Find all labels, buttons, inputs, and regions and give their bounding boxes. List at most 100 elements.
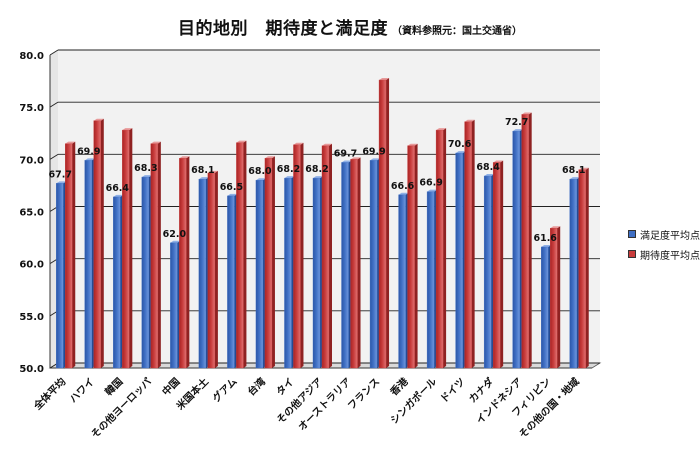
- bar-satisfaction: [113, 196, 121, 369]
- chart-title-block: 目的地別 期待度と満足度 （資料参照元：国土交通省）: [0, 14, 700, 39]
- bar-expectation-side: [357, 157, 361, 368]
- bar-satisfaction: [141, 176, 150, 369]
- y-tick-label: 75.0: [19, 103, 44, 114]
- bar-satisfaction-top: [56, 181, 67, 184]
- bar-satisfaction: [198, 178, 207, 369]
- bar-expectation-top: [65, 141, 76, 144]
- bar-expectation: [407, 145, 415, 369]
- bar-expectation-top: [464, 119, 475, 122]
- bar-expectation-top: [407, 143, 418, 146]
- bar-satisfaction-top: [198, 177, 209, 180]
- legend-item-expectation: 期待度平均点: [628, 244, 700, 264]
- y-tick-label: 70.0: [19, 155, 44, 166]
- chart-subtitle: （資料参照元：国土交通省）: [392, 26, 522, 37]
- bar-expectation: [65, 143, 73, 369]
- y-tick-label: 60.0: [19, 260, 44, 271]
- x-tick-label: 米国本土: [174, 375, 211, 412]
- bar-satisfaction-top: [284, 176, 295, 179]
- bar-expectation-top: [122, 128, 133, 131]
- bar-satisfaction: [455, 152, 463, 369]
- bar-expectation-side: [100, 118, 104, 368]
- bar-satisfaction: [569, 178, 577, 369]
- bar-satisfaction-top: [113, 194, 124, 197]
- bar-expectation: [293, 144, 301, 369]
- bar-expectation-side: [500, 160, 504, 368]
- bar-expectation-top: [150, 141, 161, 144]
- gridline-depth: [49, 101, 59, 108]
- bar-expectation-top: [436, 128, 447, 131]
- bar-satisfaction: [227, 195, 235, 369]
- bar-expectation-top: [93, 118, 104, 121]
- bar-expectation-top: [350, 157, 361, 160]
- data-label-satisfaction: 69.9: [77, 146, 100, 157]
- bar-expectation: [150, 143, 159, 369]
- data-label-satisfaction: 72.7: [505, 117, 528, 128]
- bar-expectation-top: [322, 143, 332, 146]
- bar-expectation-top: [207, 170, 218, 173]
- data-label-satisfaction: 68.1: [191, 165, 214, 176]
- bar-expectation-side: [528, 112, 532, 368]
- bar-expectation: [578, 169, 586, 369]
- x-tick-label: 中国: [159, 375, 182, 398]
- x-tick-label: 台湾: [245, 375, 268, 398]
- x-tick-label: ハワイ: [67, 376, 97, 406]
- bar-expectation-side: [72, 141, 76, 368]
- bar-satisfaction-top: [569, 177, 580, 180]
- legend-label-satisfaction: 満足度平均点: [640, 230, 700, 242]
- bar-satisfaction-top: [227, 193, 238, 196]
- legend-swatch-satisfaction: [628, 230, 636, 238]
- data-label-satisfaction: 62.0: [163, 229, 187, 240]
- data-label-satisfaction: 68.2: [277, 164, 300, 175]
- bar-satisfaction: [426, 191, 435, 369]
- x-tick-label: タイ: [274, 376, 297, 399]
- data-label-satisfaction: 69.7: [334, 148, 357, 159]
- x-tick-label: 全体平均: [30, 375, 68, 413]
- bar-expectation: [464, 121, 472, 369]
- bar-satisfaction-top: [255, 178, 266, 181]
- data-label-satisfaction: 66.5: [220, 182, 243, 193]
- bar-expectation-side: [214, 170, 218, 368]
- bar-expectation: [492, 162, 501, 369]
- bar-satisfaction-top: [141, 175, 152, 178]
- bar-satisfaction-top: [484, 174, 495, 177]
- bar-satisfaction: [512, 130, 520, 369]
- bar-expectation-side: [300, 142, 304, 368]
- data-label-satisfaction: 66.6: [391, 181, 415, 192]
- data-label-satisfaction: 70.6: [448, 139, 472, 150]
- bar-expectation-side: [557, 226, 561, 368]
- bar-expectation: [550, 227, 558, 369]
- bar-satisfaction: [541, 246, 549, 369]
- data-label-satisfaction: 67.7: [49, 169, 72, 180]
- bar-expectation-top: [521, 112, 532, 115]
- bar-expectation: [207, 172, 216, 369]
- bar-expectation-top: [578, 167, 589, 170]
- bar-satisfaction: [369, 160, 378, 369]
- legend-item-satisfaction: 満足度平均点: [628, 224, 700, 244]
- data-label-satisfaction: 68.4: [476, 162, 500, 173]
- bar-expectation: [179, 158, 187, 369]
- data-label-satisfaction: 68.3: [134, 163, 157, 174]
- bar-satisfaction-top: [455, 151, 466, 154]
- bar-expectation-side: [386, 78, 390, 368]
- bar-satisfaction: [56, 183, 64, 369]
- y-tick-label: 65.0: [19, 208, 44, 219]
- data-label-satisfaction: 66.4: [106, 183, 130, 194]
- bar-satisfaction: [398, 194, 406, 369]
- data-label-satisfaction: 66.9: [419, 178, 442, 189]
- data-label-satisfaction: 69.9: [362, 146, 385, 157]
- bar-expectation-side: [443, 128, 447, 368]
- legend: 満足度平均点 期待度平均点: [628, 224, 700, 264]
- bar-expectation-side: [186, 156, 190, 368]
- bar-expectation-top: [550, 226, 561, 229]
- bar-satisfaction-top: [398, 192, 409, 195]
- bar-expectation-side: [129, 128, 133, 368]
- x-tick-label: グアム: [210, 375, 240, 405]
- bar-satisfaction: [170, 242, 178, 369]
- bar-satisfaction: [284, 177, 292, 369]
- chart-title: 目的地別 期待度と満足度: [178, 19, 388, 39]
- bar-satisfaction: [255, 179, 264, 369]
- legend-swatch-expectation: [628, 250, 636, 258]
- x-tick-label: ドイツ: [438, 376, 468, 406]
